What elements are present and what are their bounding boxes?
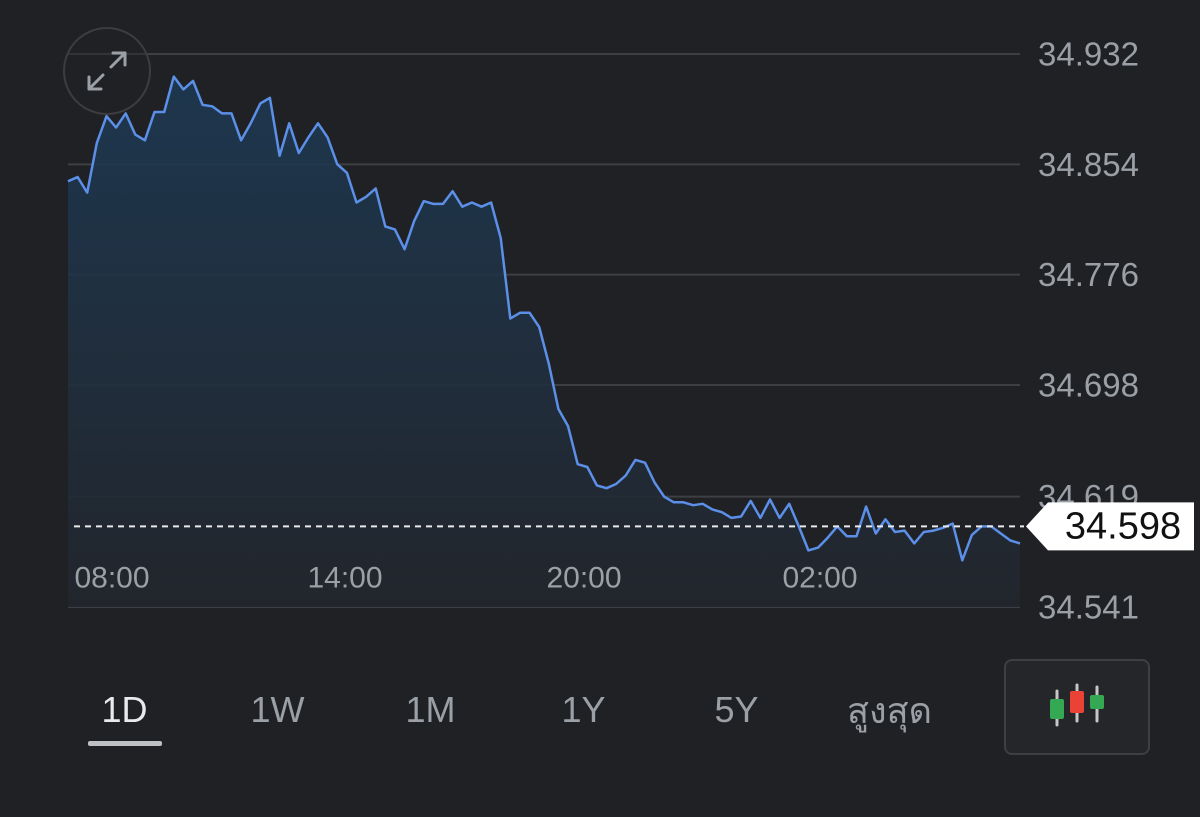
range-tab-max[interactable]: สูงสุด xyxy=(813,664,966,764)
candlestick-toggle-button[interactable] xyxy=(1004,659,1150,755)
y-tick-label: 34.541 xyxy=(1038,589,1139,626)
range-tab-5y[interactable]: 5Y xyxy=(660,664,813,764)
range-tab-label: 5Y xyxy=(714,689,759,730)
range-tab-label: สูงสุด xyxy=(847,689,932,731)
expand-button[interactable] xyxy=(63,27,151,115)
range-tab-label: 1M xyxy=(405,689,456,730)
x-tick-label: 20:00 xyxy=(546,562,621,595)
price-area xyxy=(68,76,1020,608)
expand-icon xyxy=(87,51,127,91)
y-tick-label: 34.776 xyxy=(1038,256,1139,293)
range-tab-1w[interactable]: 1W xyxy=(201,664,354,764)
range-tab-1m[interactable]: 1M xyxy=(354,664,507,764)
range-tab-1d[interactable]: 1D xyxy=(48,664,201,764)
time-range-tabs: 1D 1W 1M 1Y 5Y สูงสุด xyxy=(48,664,988,764)
price-line xyxy=(67,75,1021,562)
range-tab-label: 1D xyxy=(101,689,148,730)
current-price-label: 34.598 xyxy=(1026,502,1194,551)
current-price-value: 34.598 xyxy=(1065,505,1181,547)
x-tick-label: 02:00 xyxy=(782,562,857,595)
y-tick-label: 34.932 xyxy=(1038,36,1139,73)
range-tab-label: 1W xyxy=(250,689,305,730)
range-tab-label: 1Y xyxy=(561,689,606,730)
y-tick-label: 34.698 xyxy=(1038,366,1139,403)
x-tick-label: 08:00 xyxy=(74,562,149,595)
x-tick-label: 14:00 xyxy=(307,562,382,595)
y-tick-label: 34.854 xyxy=(1038,146,1139,183)
candlestick-icon xyxy=(1050,683,1104,727)
range-tab-1y[interactable]: 1Y xyxy=(507,664,660,764)
